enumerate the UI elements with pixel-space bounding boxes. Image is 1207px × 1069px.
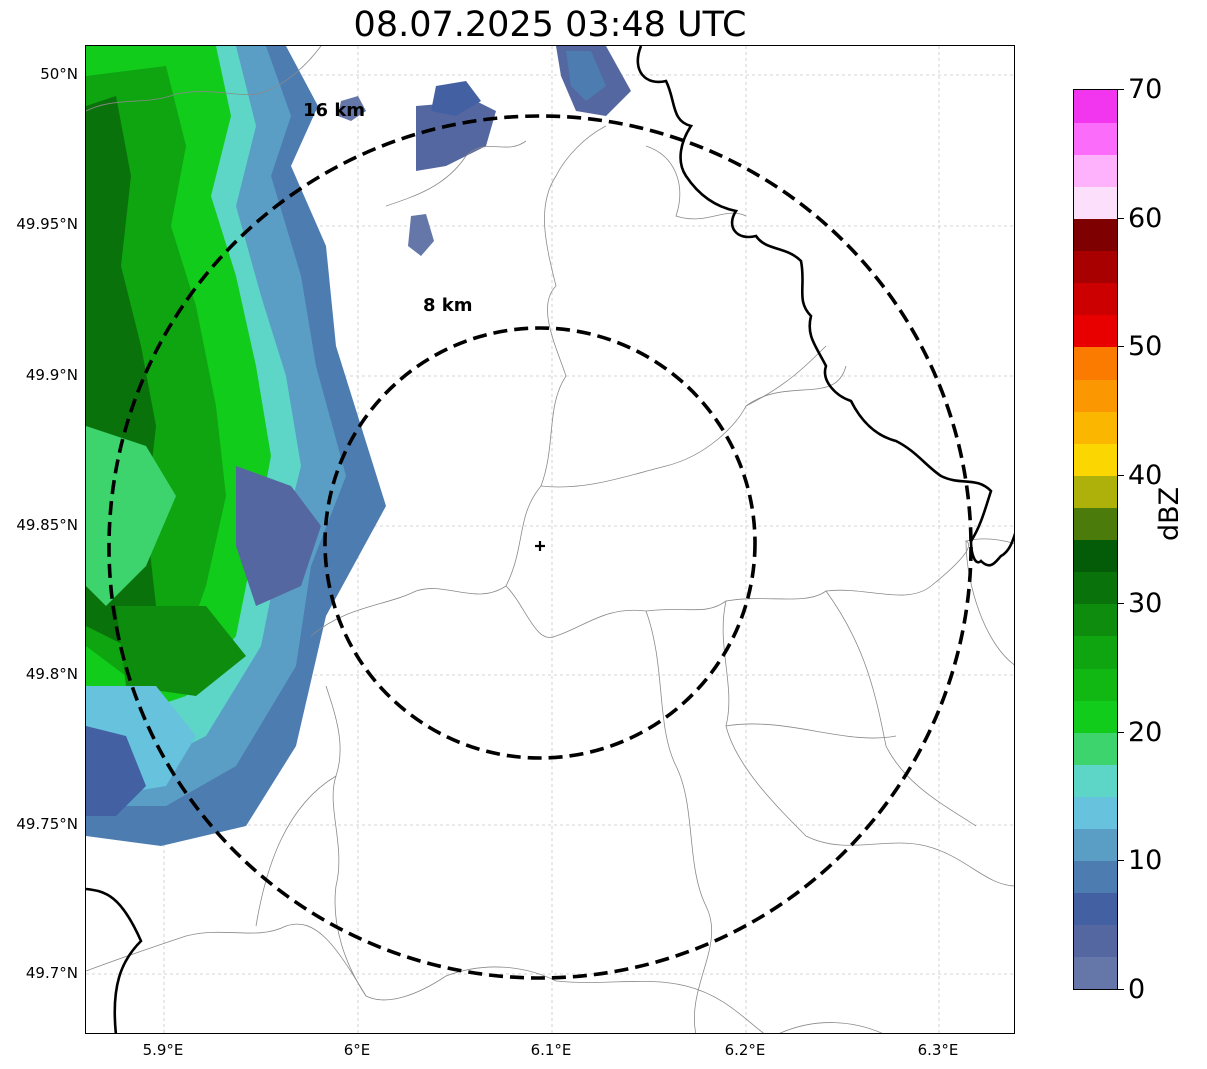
colorbar-segment xyxy=(1074,796,1117,830)
colorbar-tick-mark xyxy=(1118,218,1124,219)
lat-tick: 49.85°N xyxy=(16,516,78,534)
colorbar-segment xyxy=(1074,475,1117,508)
colorbar-segment xyxy=(1074,860,1117,894)
colorbar-segment xyxy=(1074,764,1117,797)
colorbar-segment xyxy=(1074,507,1117,541)
colorbar-segment xyxy=(1074,346,1117,380)
colorbar-tick-label: 60 xyxy=(1128,203,1163,234)
colorbar-segment xyxy=(1074,218,1117,252)
range-rings xyxy=(107,114,973,980)
lon-tick: 6.1°E xyxy=(530,1041,572,1059)
lat-tick: 49.8°N xyxy=(25,665,78,683)
colorbar-segment xyxy=(1074,700,1117,733)
lon-tick: 5.9°E xyxy=(142,1041,184,1059)
colorbar-segment xyxy=(1074,667,1117,701)
colorbar-tick-label: 40 xyxy=(1128,460,1163,491)
lat-tick: 49.7°N xyxy=(25,964,78,982)
colorbar-tick-mark xyxy=(1118,860,1124,861)
colorbar-segment xyxy=(1074,924,1117,958)
range-ring-8km xyxy=(323,326,757,760)
ring-label-16km: 16 km xyxy=(303,100,366,121)
colorbar-tick-mark xyxy=(1118,732,1124,733)
range-ring-16km xyxy=(107,114,973,980)
colorbar-tick-mark xyxy=(1118,989,1124,990)
colorbar-tick-mark xyxy=(1118,89,1124,90)
colorbar-segment xyxy=(1074,314,1117,348)
lon-tick: 6.2°E xyxy=(724,1041,766,1059)
colorbar-segment xyxy=(1074,956,1117,989)
colorbar-tick-mark xyxy=(1118,346,1124,347)
colorbar-segment xyxy=(1074,378,1117,412)
colorbar-segment xyxy=(1074,603,1117,637)
colorbar-tick-label: 20 xyxy=(1128,717,1163,748)
colorbar-tick-label: 50 xyxy=(1128,331,1163,362)
colorbar-segment xyxy=(1074,250,1117,284)
colorbar-segment xyxy=(1074,443,1117,476)
radar-map[interactable] xyxy=(85,45,1015,1034)
gridlines xyxy=(86,46,1014,1033)
colorbar-tick-mark xyxy=(1118,603,1124,604)
colorbar-tick-mark xyxy=(1118,475,1124,476)
colorbar-segment xyxy=(1074,90,1117,123)
precipitation-echoes xyxy=(86,46,631,846)
radar-site-marker xyxy=(535,541,545,551)
colorbar-tick-label: 30 xyxy=(1128,588,1163,619)
lon-tick: 6°E xyxy=(343,1041,371,1059)
lat-tick: 49.9°N xyxy=(25,366,78,384)
lat-tick: 50°N xyxy=(40,65,78,83)
lat-tick: 49.95°N xyxy=(16,215,78,233)
lat-tick: 49.75°N xyxy=(16,815,78,833)
colorbar-title: dBZ xyxy=(1154,486,1185,541)
colorbar-segment xyxy=(1074,571,1117,605)
lon-tick: 6.3°E xyxy=(917,1041,959,1059)
regional-boundaries xyxy=(86,46,1014,1033)
colorbar-segment xyxy=(1074,828,1117,862)
colorbar-segment xyxy=(1074,732,1117,765)
colorbar-segment xyxy=(1074,539,1117,573)
colorbar-tick-label: 0 xyxy=(1128,974,1146,1005)
map-canvas xyxy=(86,46,1014,1033)
colorbar-segment xyxy=(1074,186,1117,220)
colorbar-segment xyxy=(1074,411,1117,444)
colorbar-segment xyxy=(1074,122,1117,155)
colorbar-tick-label: 10 xyxy=(1128,845,1163,876)
colorbar-segment xyxy=(1074,892,1117,926)
colorbar-tick-label: 70 xyxy=(1128,74,1163,105)
colorbar-segment xyxy=(1074,282,1117,316)
colorbar-segment xyxy=(1074,635,1117,669)
colorbar-segment xyxy=(1074,154,1117,187)
map-title: 08.07.2025 03:48 UTC xyxy=(353,5,747,45)
ring-label-8km: 8 km xyxy=(423,295,473,316)
colorbar xyxy=(1073,89,1118,990)
